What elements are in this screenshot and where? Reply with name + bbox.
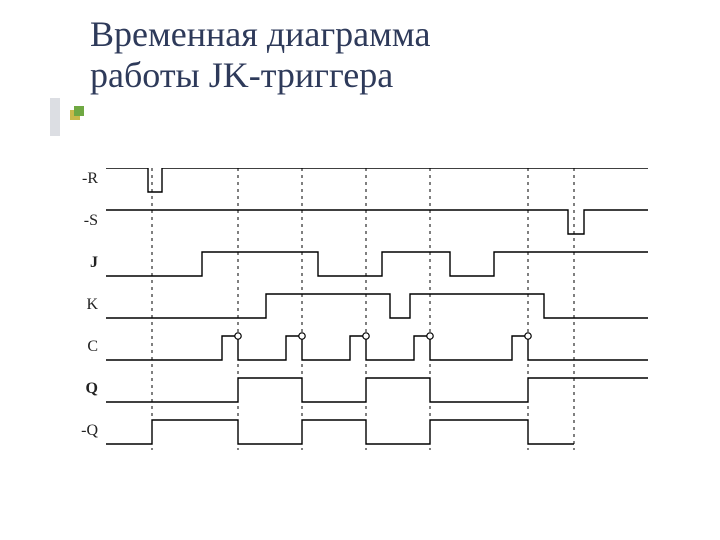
- slide: Временная диаграмма работы JK-триггера -…: [0, 0, 720, 540]
- timing-svg: [70, 168, 650, 478]
- signal-label: -R: [70, 170, 98, 188]
- signal-label: C: [70, 338, 98, 356]
- timing-diagram: -R -S J K C Q -Q: [70, 168, 650, 478]
- title-block: Временная диаграмма работы JK-триггера: [90, 14, 430, 97]
- signal-label: -S: [70, 212, 98, 230]
- signal-label: K: [70, 296, 98, 314]
- slide-title: Временная диаграмма работы JK-триггера: [90, 14, 430, 97]
- signal-label: Q: [70, 380, 98, 398]
- accent-shadow: [50, 98, 60, 136]
- title-bullet-icon: [70, 106, 84, 120]
- signal-label: -Q: [70, 422, 98, 440]
- signal-label: J: [70, 254, 98, 272]
